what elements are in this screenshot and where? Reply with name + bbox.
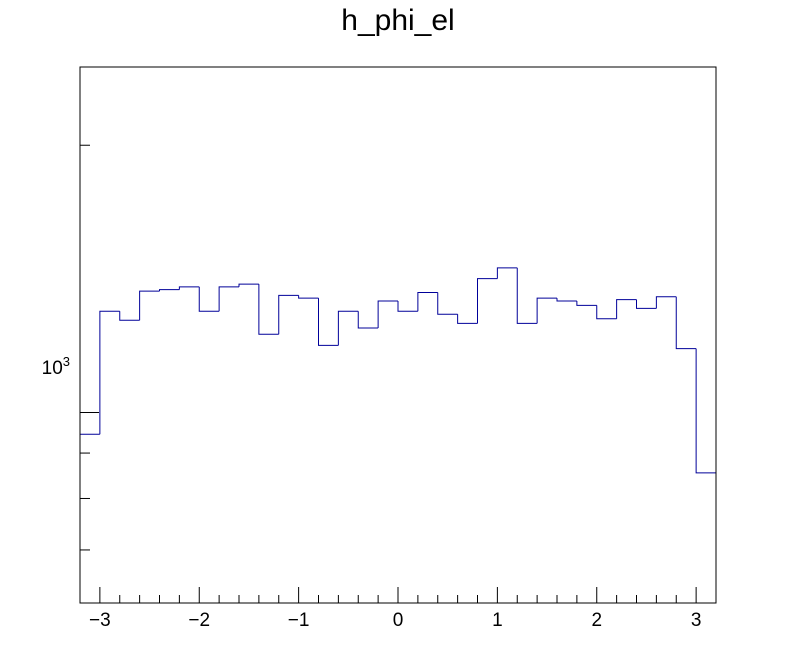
histogram-bin — [437, 292, 458, 315]
x-tick-label: −3 — [89, 610, 111, 631]
histogram-bin — [377, 300, 398, 328]
histogram-bin — [457, 314, 478, 324]
histogram-bin — [178, 286, 200, 290]
histogram-bin — [198, 286, 220, 312]
y-tick-label-1000: 103 — [42, 354, 70, 379]
histogram-bin — [417, 291, 438, 312]
x-tick-label: −1 — [288, 610, 310, 631]
histogram-bin — [238, 283, 259, 287]
x-tick-label: −2 — [188, 610, 210, 631]
histogram-bin — [536, 297, 557, 324]
histogram-bin — [675, 296, 697, 350]
histogram-bin — [596, 305, 617, 320]
histogram-bin — [139, 290, 160, 321]
histogram-series — [80, 267, 716, 474]
histogram-bin — [636, 299, 657, 309]
histogram-bin — [258, 284, 279, 335]
histogram-bin — [218, 286, 239, 312]
histogram-bin — [556, 298, 577, 302]
histogram-bin — [516, 267, 538, 324]
histogram-bin — [99, 310, 120, 435]
x-tick-label: 1 — [492, 610, 503, 631]
histogram-bin — [278, 294, 299, 335]
x-axis: −3 −2 −1 0 1 2 3 — [79, 587, 717, 631]
x-tick-label: 3 — [691, 610, 702, 631]
histogram-bin — [318, 298, 339, 346]
x-tick-label: 2 — [591, 610, 602, 631]
histogram-bin — [616, 299, 637, 319]
histogram-bin — [337, 310, 359, 346]
plot-frame — [79, 66, 717, 604]
histogram-bin — [397, 301, 418, 312]
histogram-bin — [655, 296, 677, 309]
y-axis: 103 — [42, 144, 99, 551]
histogram-bin — [159, 289, 180, 292]
x-tick-label: 0 — [393, 610, 404, 631]
histogram-bin — [357, 311, 379, 329]
histogram-bin — [496, 267, 518, 279]
histogram-bin — [576, 301, 597, 306]
histogram-bin — [298, 295, 319, 299]
chart-title: h_phi_el — [341, 4, 455, 37]
histogram-bin — [119, 311, 140, 321]
histogram-bin — [477, 278, 498, 324]
histogram-bin — [695, 348, 716, 474]
